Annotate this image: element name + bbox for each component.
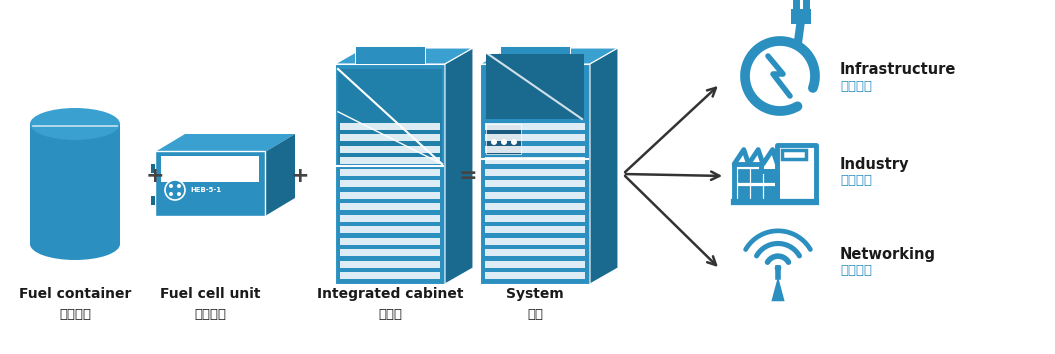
Bar [752, 170, 761, 181]
Bar [738, 187, 748, 198]
Polygon shape [764, 276, 791, 301]
Bar [485, 249, 586, 256]
Bar [782, 150, 806, 159]
Bar [338, 69, 442, 164]
Text: =: = [459, 166, 477, 186]
Bar [340, 145, 440, 153]
Bar [765, 187, 773, 198]
Text: Networking: Networking [840, 246, 936, 262]
Circle shape [177, 192, 181, 196]
Circle shape [169, 192, 173, 196]
Bar [340, 180, 440, 187]
Circle shape [165, 180, 185, 200]
Bar [340, 238, 440, 245]
Ellipse shape [30, 228, 120, 260]
Bar [340, 272, 440, 279]
Text: 燃料容器: 燃料容器 [59, 308, 91, 320]
Bar [335, 64, 445, 284]
Text: 工业制造: 工业制造 [840, 175, 872, 188]
Bar [150, 163, 155, 173]
Bar [752, 187, 761, 198]
Ellipse shape [30, 108, 120, 140]
Text: Industry: Industry [840, 156, 909, 171]
Bar [485, 180, 586, 187]
Text: Integrated cabinet: Integrated cabinet [316, 287, 463, 301]
Text: Fuel cell unit: Fuel cell unit [159, 287, 261, 301]
Polygon shape [155, 134, 295, 152]
Bar [738, 170, 748, 181]
Text: 系统: 系统 [528, 308, 543, 320]
Bar [485, 215, 586, 222]
Bar [340, 226, 440, 233]
Bar [485, 192, 586, 199]
Text: System: System [506, 287, 563, 301]
Bar [485, 203, 586, 210]
Text: +: + [291, 166, 309, 186]
Bar [340, 215, 440, 222]
Polygon shape [265, 134, 295, 216]
Text: 网络通讯: 网络通讯 [840, 264, 872, 278]
Bar [485, 122, 586, 130]
Bar [155, 151, 265, 216]
Bar [485, 226, 586, 233]
Text: 集成柜: 集成柜 [378, 308, 402, 320]
Bar [486, 124, 521, 154]
Bar [485, 157, 586, 164]
Bar [485, 238, 586, 245]
Bar [155, 151, 265, 216]
Bar [485, 169, 586, 176]
Bar [340, 192, 440, 199]
Circle shape [774, 265, 782, 272]
Bar [765, 170, 773, 181]
Circle shape [511, 139, 517, 145]
Text: 基础设施: 基础设施 [840, 80, 872, 92]
Bar [340, 249, 440, 256]
Bar [340, 134, 440, 141]
Polygon shape [480, 48, 618, 64]
Bar [790, 9, 810, 24]
Bar [485, 145, 586, 153]
Bar [30, 124, 120, 244]
Text: Infrastructure: Infrastructure [840, 62, 957, 76]
Text: 电池单元: 电池单元 [194, 308, 226, 320]
Circle shape [501, 139, 507, 145]
Text: HEB-5-1: HEB-5-1 [190, 187, 222, 193]
Text: +: + [146, 166, 165, 186]
Bar [485, 272, 586, 279]
Bar [150, 195, 155, 205]
Polygon shape [335, 48, 473, 64]
Bar [161, 156, 258, 182]
Bar [340, 203, 440, 210]
Polygon shape [445, 48, 473, 284]
Bar [340, 122, 440, 130]
Bar [340, 157, 440, 164]
Circle shape [177, 184, 181, 188]
Bar [485, 134, 586, 141]
Bar [340, 261, 440, 268]
Circle shape [491, 139, 497, 145]
Bar [340, 169, 440, 176]
Bar [354, 46, 425, 64]
Polygon shape [590, 48, 618, 284]
Bar [500, 46, 570, 64]
Bar [480, 64, 590, 284]
Bar [486, 54, 584, 119]
Bar [485, 261, 586, 268]
Circle shape [169, 184, 173, 188]
Text: Fuel container: Fuel container [19, 287, 131, 301]
